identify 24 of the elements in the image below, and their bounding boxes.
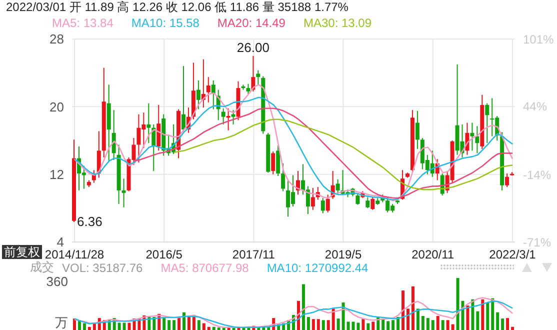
x-tick-label: 2017/11 [232,248,276,262]
x-tick-label: 2022/3/1 [489,248,536,262]
y-tick-label: 20 [50,99,64,114]
text: 前复权 [2,245,42,259]
text: MA30: 13.09 [303,16,372,30]
text: MA5: 870677.98 [160,260,249,274]
text: MA5: 13.84 [52,16,114,30]
x-tick-label: 2019/5 [324,248,362,262]
text: 万 [55,315,68,330]
x-tick-label: 2014/11/28 [44,248,104,262]
annotation: 6.36 [77,214,102,230]
annotation: 26.00 [236,40,270,55]
chart-title: 成交 [29,259,54,276]
text: MA10: 1270992.44 [266,260,368,274]
x-tick-label: 2020/11 [412,248,454,262]
x-tick-label: 2016/5 [146,248,183,262]
y-tick-label: 28 [50,32,64,47]
text: 360 [46,274,68,289]
text: MA10: 15.58 [131,16,200,30]
y-tick-label: 12 [50,166,64,182]
text: VOL: 35187.76 [62,260,143,274]
text: MA20: 14.49 [217,16,286,30]
chart-title: 2022/03/01 开 11.89 高 12.26 收 12.06 低 11.86 量 35188 1.77% [5,0,350,15]
y-tick-label: 4 [56,234,64,250]
